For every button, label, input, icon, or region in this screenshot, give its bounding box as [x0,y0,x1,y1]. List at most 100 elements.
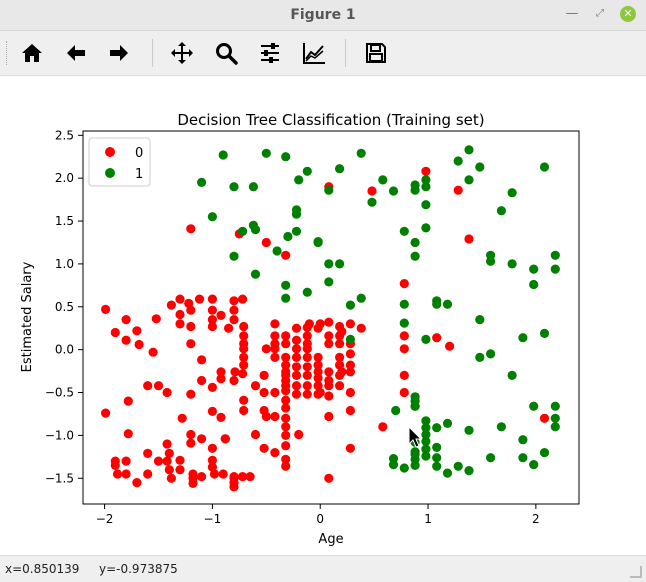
x-tick-label: 2 [532,512,540,526]
data-point-class-0 [259,443,269,453]
data-point-class-0 [399,344,409,354]
data-point-class-1 [529,401,539,411]
data-point-class-0 [324,339,334,349]
data-point-class-0 [261,411,271,422]
data-point-class-0 [464,234,474,244]
data-point-class-0 [345,349,355,359]
data-point-class-0 [123,396,133,406]
data-point-class-0 [324,317,334,327]
data-point-class-0 [229,472,239,482]
data-point-class-0 [132,478,142,488]
data-point-class-0 [207,315,217,325]
data-point-class-0 [399,370,409,380]
data-point-class-0 [207,382,217,392]
legend-label-1: 1 [135,167,143,182]
data-point-class-0 [153,381,164,391]
toolbar-grip[interactable] [6,41,9,65]
data-point-class-0 [134,339,144,350]
pan-button[interactable] [166,37,198,69]
mouse-cursor-icon [408,425,423,448]
window-title: Figure 1 [290,7,356,23]
data-point-class-0 [250,429,261,440]
subplots-button[interactable] [254,37,286,69]
back-button[interactable] [60,37,92,69]
data-point-class-1 [475,352,485,362]
data-point-class-1 [475,315,485,325]
y-tick-label: 1.5 [55,214,74,228]
data-point-class-1 [432,442,442,452]
data-point-class-0 [110,456,120,466]
data-point-class-1 [464,175,474,185]
data-point-class-0 [207,406,217,416]
data-point-class-0 [230,367,240,377]
data-point-class-0 [291,323,302,333]
maximize-icon[interactable]: ⤢ [596,8,604,19]
data-point-class-0 [345,443,355,453]
data-point-class-0 [281,422,291,432]
data-point-class-0 [345,360,355,370]
data-point-class-0 [218,469,228,479]
data-point-class-1 [229,251,239,261]
data-point-class-0 [121,315,131,325]
zoom-button[interactable] [210,37,242,69]
data-point-class-0 [294,429,304,440]
data-point-class-0 [281,454,291,464]
data-point-class-0 [188,469,198,479]
data-point-class-0 [186,321,196,332]
data-point-class-0 [270,448,280,458]
data-point-class-1 [432,461,442,471]
data-point-class-0 [281,250,291,260]
y-tick-label: 0.0 [55,343,74,357]
data-point-class-1 [302,287,312,297]
data-point-class-0 [186,389,196,399]
data-point-class-0 [335,381,345,391]
data-point-class-1 [421,175,431,185]
data-point-class-0 [229,375,239,386]
data-point-class-0 [250,381,261,391]
data-point-class-1 [421,423,431,433]
data-point-class-0 [324,391,334,401]
data-point-class-1 [283,231,293,242]
data-point-class-1 [335,259,345,269]
data-point-class-0 [399,279,409,289]
forward-button[interactable] [103,37,135,69]
data-point-class-0 [259,370,269,380]
resize-grip[interactable] [630,566,642,578]
data-point-class-0 [132,326,142,336]
data-point-class-1 [388,460,399,470]
data-point-class-0 [229,305,239,315]
data-point-class-0 [378,422,388,432]
data-point-class-0 [197,472,207,482]
data-point-class-0 [324,367,334,377]
data-point-class-0 [245,472,255,482]
save-button[interactable] [360,37,392,69]
data-point-class-0 [207,321,217,332]
data-point-class-0 [281,339,291,349]
data-point-class-0 [302,370,312,380]
data-point-class-0 [337,327,347,337]
scatter-chart[interactable]: Decision Tree Classification (Training s… [0,76,646,555]
data-point-class-1 [421,429,431,440]
figure-canvas[interactable]: Decision Tree Classification (Training s… [0,76,646,555]
minimize-icon[interactable]: — [565,6,579,21]
home-button[interactable] [16,37,48,69]
data-point-class-1 [335,164,345,174]
data-point-class-0 [229,482,239,492]
data-point-class-0 [186,224,196,234]
close-icon[interactable]: ✕ [620,6,636,22]
data-point-class-0 [313,373,323,383]
data-point-class-0 [270,352,280,362]
data-point-class-1 [356,148,366,158]
data-point-class-1 [421,223,431,233]
data-point-class-1 [324,259,334,269]
data-point-class-0 [291,344,302,354]
data-point-class-1 [464,425,474,435]
y-tick-label: 2.0 [55,171,74,185]
chart-title: Decision Tree Classification (Training s… [177,111,484,129]
y-tick-label: 2.5 [55,128,74,142]
axes-button[interactable] [298,37,330,69]
data-point-class-1 [518,435,528,445]
data-point-class-1 [410,396,420,406]
data-point-class-0 [162,456,172,466]
data-point-class-0 [238,294,248,304]
